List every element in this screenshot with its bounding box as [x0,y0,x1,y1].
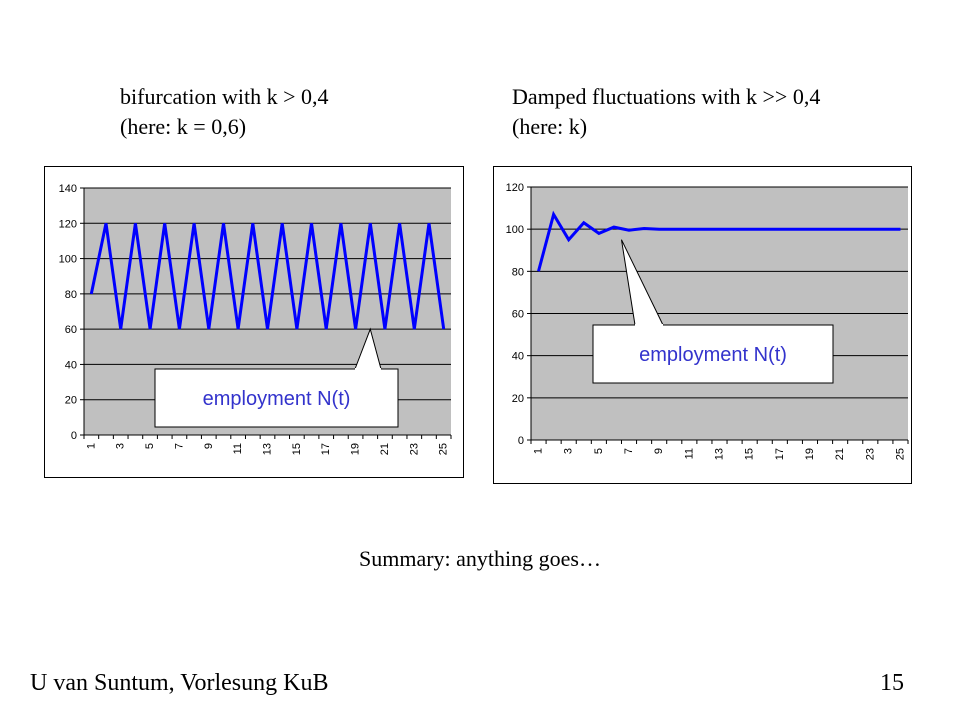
right-heading-line2: (here: k) [512,114,588,139]
x-tick-label: 19 [804,448,816,460]
y-tick-label: 60 [65,324,77,336]
callout-label: employment N(t) [203,388,351,410]
x-tick-label: 13 [262,443,274,455]
y-tick-label: 40 [65,359,77,371]
x-tick-label: 23 [408,443,420,455]
y-tick-label: 60 [512,309,524,321]
x-tick-label: 19 [350,443,362,455]
x-tick-label: 1 [533,448,545,454]
series-line [537,210,901,272]
y-tick-label: 100 [59,254,77,266]
x-tick-label: 11 [232,443,244,454]
right-heading-line1: Damped fluctuations with k >> 0,4 [512,84,821,109]
callout-pointer [354,327,382,370]
x-tick-label: 21 [379,443,391,455]
left-chart-heading: bifurcation with k > 0,4 (here: k = 0,6) [120,82,329,142]
x-tick-label: 21 [834,448,846,460]
x-tick-label: 3 [115,443,127,449]
y-tick-label: 100 [506,224,524,236]
x-tick-label: 5 [593,448,605,454]
y-tick-label: 0 [518,435,524,447]
x-tick-label: 13 [714,448,726,460]
y-tick-label: 0 [71,430,77,442]
x-tick-label: 17 [320,443,332,455]
x-tick-label: 1 [85,443,97,449]
y-tick-label: 120 [59,218,77,230]
left-heading-line1: bifurcation with k > 0,4 [120,84,329,109]
x-tick-label: 3 [563,448,575,454]
x-tick-label: 25 [438,443,450,455]
y-tick-label: 20 [65,395,77,407]
series-line [89,222,446,330]
callout-box [154,368,399,428]
left-heading-line2: (here: k = 0,6) [120,114,247,139]
callout-pointer [620,239,664,326]
x-tick-label: 7 [173,443,185,449]
y-tick-label: 120 [506,182,524,194]
x-tick-label: 9 [653,448,665,454]
y-tick-label: 80 [65,289,77,301]
callout-label: employment N(t) [639,344,787,366]
right-chart-heading: Damped fluctuations with k >> 0,4 (here:… [512,82,820,142]
x-tick-label: 17 [774,448,786,460]
y-tick-label: 80 [512,266,524,278]
x-tick-label: 5 [144,443,156,449]
y-tick-label: 40 [512,351,524,363]
x-tick-label: 11 [683,448,695,459]
x-tick-label: 23 [864,448,876,460]
y-tick-label: 140 [59,183,77,195]
y-tick-label: 20 [512,393,524,405]
x-tick-label: 9 [203,443,215,449]
summary-text: Summary: anything goes… [359,546,601,571]
callout-box [592,324,834,384]
x-tick-label: 15 [744,448,756,460]
x-tick-label: 7 [623,448,635,454]
x-tick-label: 25 [894,448,906,460]
page-number: 15 [880,670,904,696]
x-tick-label: 15 [291,443,303,455]
footer-author: U van Suntum, Vorlesung KuB [30,670,329,696]
